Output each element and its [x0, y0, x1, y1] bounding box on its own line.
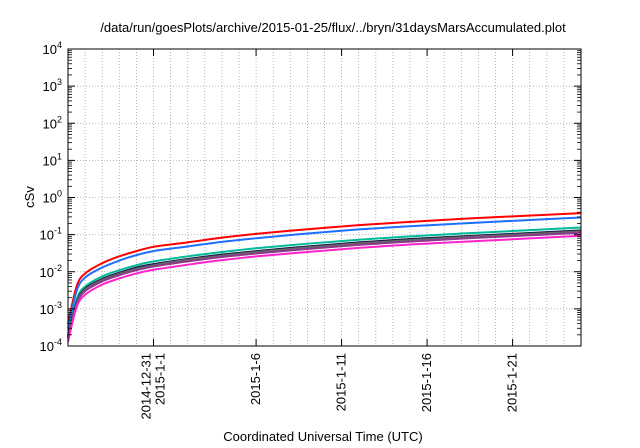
y-tick-label: 103: [43, 77, 62, 94]
x-tick-label: 2015-1-16: [419, 353, 434, 412]
x-tick-label: 2015-1-1: [153, 353, 168, 405]
axes: 10-4 10-3 10-2 10-1 100 101 102 103 104 2014-12-3…: [40, 40, 581, 420]
y-tick-label: 101: [43, 151, 62, 168]
x-tick-label: 2015-1-21: [505, 353, 520, 412]
chart-title: /data/run/goesPlots/archive/2015-01-25/f…: [100, 20, 566, 35]
y-tick-label: 10-1: [40, 226, 62, 243]
y-tick-label: 100: [43, 189, 62, 206]
x-tick-label: 2015-1-6: [248, 353, 263, 405]
y-tick-label: 102: [43, 114, 62, 131]
x-tick-label: 2015-1-11: [334, 353, 349, 411]
series-line-2: [67, 216, 582, 329]
series-group: [67, 212, 582, 343]
y-tick-label: 104: [43, 40, 62, 57]
y-tick-label: 10-3: [40, 300, 62, 317]
grid: [68, 49, 581, 346]
series-line-1: [67, 212, 582, 324]
x-axis-label: Coordinated Universal Time (UTC): [223, 429, 422, 444]
series-line-7: [67, 234, 582, 343]
y-tick-label: 10-4: [40, 337, 62, 354]
series-line-6: [67, 231, 582, 339]
y-axis-label: cSv: [22, 186, 37, 208]
series-line-3: [67, 226, 582, 336]
series-line-5: [67, 230, 582, 338]
x-tick-label: 2014-12-31: [139, 353, 154, 420]
y-tick-label: 10-2: [40, 263, 62, 280]
